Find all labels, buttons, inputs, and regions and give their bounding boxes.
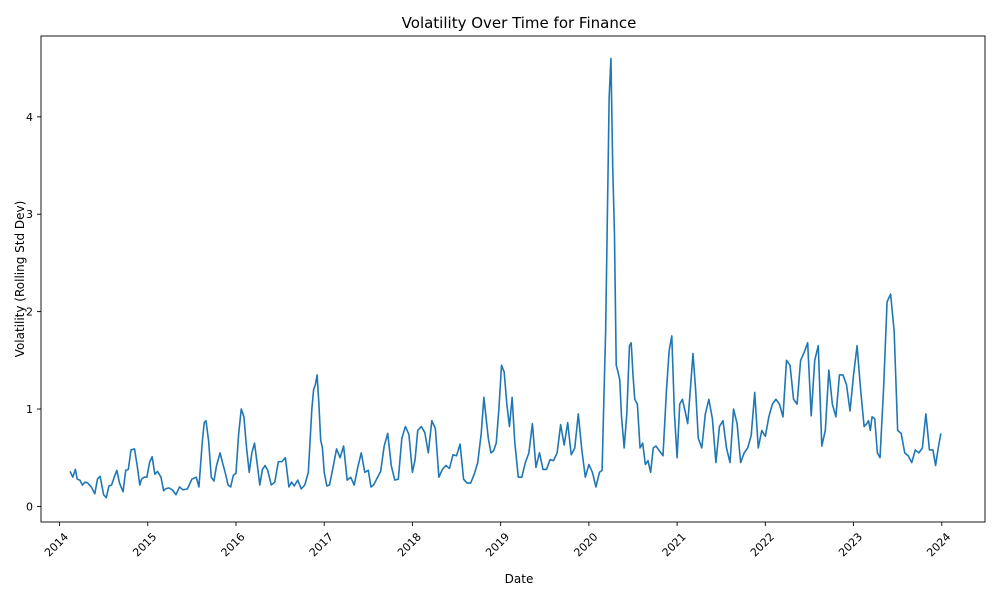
y-tick-label: 4 xyxy=(26,111,33,124)
y-axis-ticks: 0 1 2 3 4 xyxy=(26,111,41,513)
y-tick-label: 0 xyxy=(26,500,33,513)
x-axis-label: Date xyxy=(505,572,534,586)
chart-title: Volatility Over Time for Finance xyxy=(402,14,637,32)
y-tick-label: 2 xyxy=(26,306,33,319)
y-axis-label: Volatility (Rolling Std Dev) xyxy=(13,201,27,358)
y-tick-label: 1 xyxy=(26,403,33,416)
y-tick-label: 3 xyxy=(26,208,33,221)
series-line-finance xyxy=(69,57,942,499)
plot-area xyxy=(40,35,986,523)
plot-frame xyxy=(40,35,986,523)
